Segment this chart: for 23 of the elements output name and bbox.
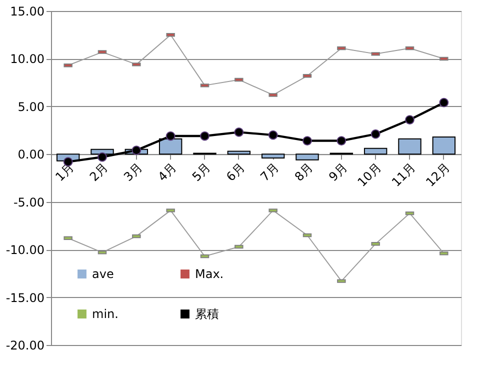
- y-tick-label: 0.00: [18, 148, 44, 162]
- legend-label: Max.: [195, 267, 224, 281]
- y-tick-label: -10.00: [6, 243, 44, 258]
- legend-label: 累積: [195, 307, 219, 321]
- x-tick-label: 11月: [389, 160, 418, 190]
- x-tick-label: 2月: [86, 160, 111, 184]
- y-tick-label: 10.00: [10, 52, 44, 66]
- y-tick-label: -20.00: [6, 338, 44, 352]
- x-tick-label: 3月: [121, 160, 145, 184]
- x-tick-label: 6月: [224, 160, 248, 184]
- legend-label: min.: [92, 307, 118, 321]
- y-tick-label: 5.00: [18, 100, 44, 114]
- y-tick-label: 15.00: [10, 4, 44, 18]
- x-tick-label: 8月: [292, 160, 316, 184]
- x-tick-label: 7月: [258, 160, 282, 184]
- y-tick-label: -15.00: [6, 290, 44, 305]
- x-tick-label: 5月: [189, 160, 214, 184]
- x-tick-label: 10月: [354, 160, 384, 190]
- legend-label: ave: [92, 267, 114, 281]
- y-tick-label: -5.00: [13, 195, 44, 210]
- x-tick-label: 4月: [155, 160, 180, 184]
- x-tick-label: 9月: [326, 160, 350, 184]
- x-tick-label: 12月: [423, 160, 452, 190]
